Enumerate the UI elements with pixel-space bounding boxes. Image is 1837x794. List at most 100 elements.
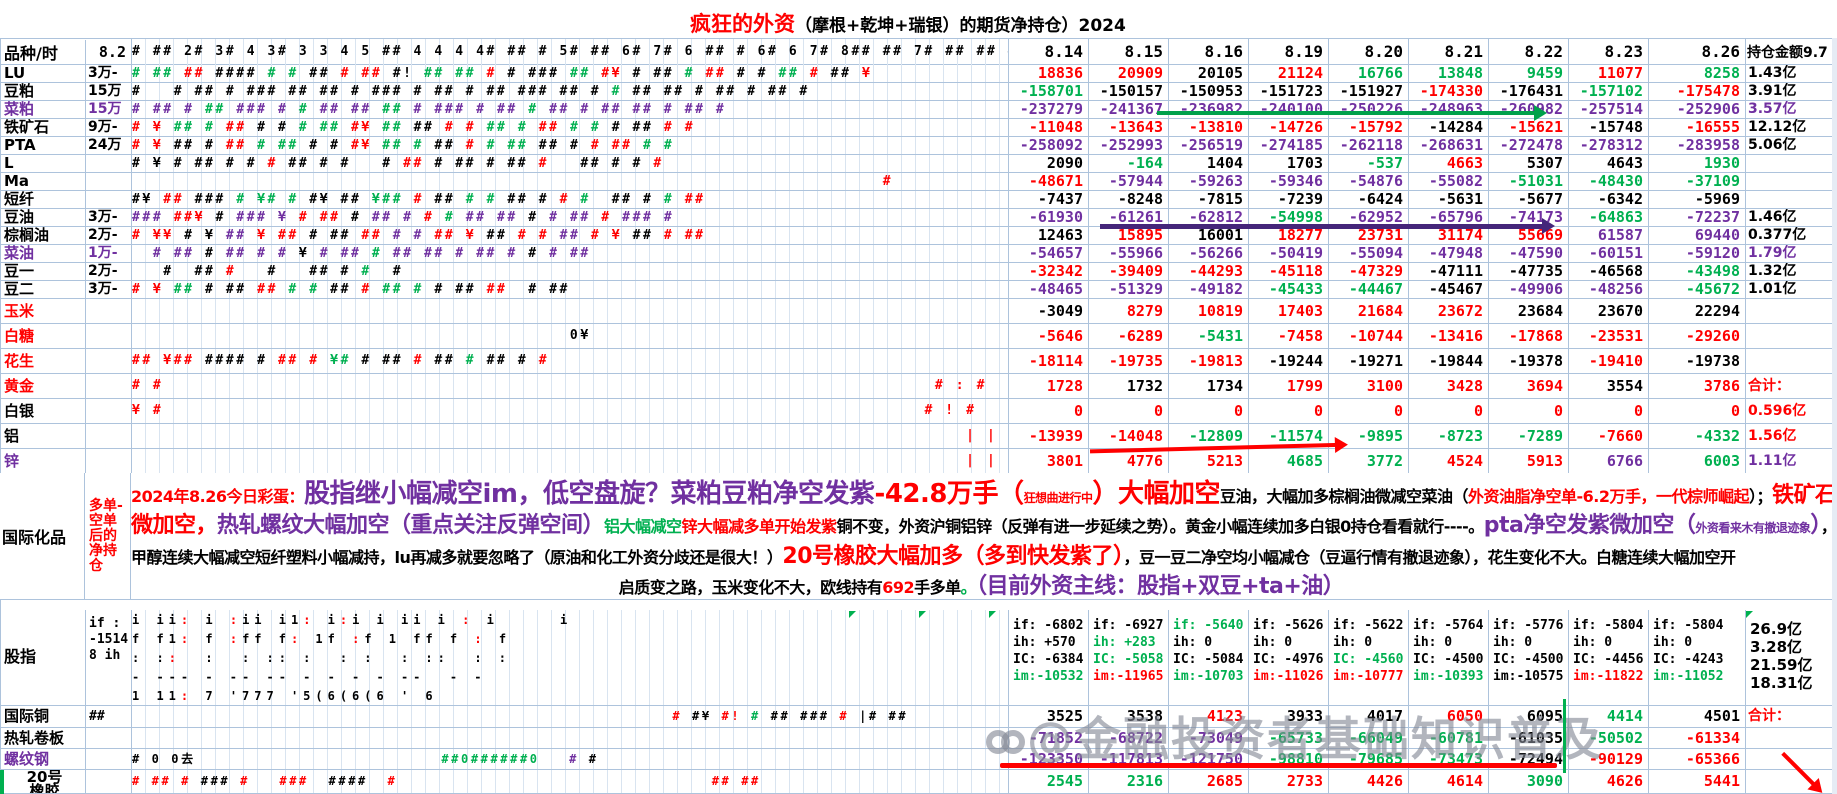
value-cell[interactable]: 12463 <box>1009 227 1089 244</box>
value-cell[interactable]: -73049 <box>1169 728 1249 748</box>
value-cell[interactable]: -19271 <box>1329 349 1409 373</box>
row-label[interactable]: 黄金 <box>1 374 86 398</box>
value-cell[interactable]: -23531 <box>1569 324 1649 348</box>
amount-cell[interactable]: 1.11亿 <box>1746 449 1833 473</box>
amount-cell[interactable] <box>1746 324 1833 348</box>
value-cell[interactable]: 0 <box>1569 399 1649 423</box>
value-cell[interactable]: -65366 <box>1649 749 1746 769</box>
value-cell[interactable]: -45467 <box>1409 281 1489 298</box>
value-cell[interactable]: -5969 <box>1649 191 1746 208</box>
value-cell[interactable]: -64863 <box>1569 209 1649 226</box>
index-cell[interactable]: if: -5622 ih: 0 IC: -4560 im:-10777 <box>1329 610 1409 705</box>
amount-cell[interactable]: 1.32亿 <box>1746 263 1833 280</box>
amount-cell[interactable] <box>1746 299 1833 323</box>
value-cell[interactable]: -14048 <box>1089 424 1169 448</box>
value-cell[interactable]: 2685 <box>1169 770 1249 793</box>
date-header[interactable]: 8.15 <box>1089 38 1169 65</box>
date-header[interactable]: 8.16 <box>1169 38 1249 65</box>
date-header[interactable]: 8.22 <box>1489 38 1569 65</box>
value-cell[interactable]: 4614 <box>1409 770 1489 793</box>
value-cell[interactable]: 3090 <box>1489 770 1569 793</box>
value-cell[interactable]: 4414 <box>1569 706 1649 727</box>
value-cell[interactable]: 3801 <box>1009 449 1089 473</box>
value-cell[interactable]: -44467 <box>1329 281 1409 298</box>
col-b-header[interactable]: 8.2 <box>86 38 132 65</box>
value-cell[interactable]: -15621 <box>1489 119 1569 136</box>
value-cell[interactable]: -252906 <box>1649 101 1746 118</box>
value-cell[interactable]: 4626 <box>1569 770 1649 793</box>
value-cell[interactable]: -4332 <box>1649 424 1746 448</box>
row-label[interactable]: 铝 <box>1 424 86 448</box>
value-cell[interactable]: -32342 <box>1009 263 1089 280</box>
value-cell[interactable]: -14726 <box>1249 119 1329 136</box>
value-cell[interactable]: -257514 <box>1569 101 1649 118</box>
value-cell[interactable]: -48465 <box>1009 281 1089 298</box>
value-cell[interactable]: -237279 <box>1009 101 1089 118</box>
value-cell[interactable]: 6766 <box>1569 449 1649 473</box>
row-label[interactable]: 豆一 <box>1 263 86 280</box>
index-cell[interactable]: if: -5776 ih: 0 IC: -4500 im:-10575 <box>1489 610 1569 705</box>
value-cell[interactable]: -537 <box>1329 155 1409 172</box>
col-b-cell[interactable] <box>86 155 132 172</box>
value-cell[interactable]: -65796 <box>1409 209 1489 226</box>
index-cell[interactable]: if: -5764 ih: 0 IC: -4500 im:-10393 <box>1409 610 1489 705</box>
value-cell[interactable]: -6424 <box>1329 191 1409 208</box>
value-cell[interactable]: -54657 <box>1009 245 1089 262</box>
value-cell[interactable]: 0 <box>1089 399 1169 423</box>
value-cell[interactable]: -258092 <box>1009 137 1089 154</box>
value-cell[interactable]: -272478 <box>1489 137 1569 154</box>
amount-cell[interactable]: 0.596亿 <box>1746 399 1833 423</box>
value-cell[interactable]: 8258 <box>1649 65 1746 82</box>
value-cell[interactable]: -29260 <box>1649 324 1746 348</box>
value-cell[interactable]: 6003 <box>1649 449 1746 473</box>
value-cell[interactable]: -15748 <box>1569 119 1649 136</box>
value-cell[interactable]: -7815 <box>1169 191 1249 208</box>
col-b-cell[interactable]: 9万- <box>86 119 132 136</box>
value-cell[interactable]: -19410 <box>1569 349 1649 373</box>
col-b-cell[interactable] <box>86 728 132 748</box>
amount-cell[interactable]: 5.06亿 <box>1746 137 1833 154</box>
value-cell[interactable]: 4776 <box>1089 449 1169 473</box>
value-cell[interactable]: -150953 <box>1169 83 1249 100</box>
value-cell[interactable]: 5913 <box>1489 449 1569 473</box>
value-cell[interactable]: 1703 <box>1249 155 1329 172</box>
col-b-cell[interactable] <box>86 399 132 423</box>
amount-header[interactable]: 持仓金额9.7 <box>1746 41 1833 62</box>
amount-cell[interactable]: 0.377亿 <box>1746 227 1833 244</box>
value-cell[interactable]: -19844 <box>1409 349 1489 373</box>
value-cell[interactable]: -54876 <box>1329 173 1409 190</box>
value-cell[interactable]: -39409 <box>1089 263 1169 280</box>
col-b-cell[interactable] <box>86 191 132 208</box>
value-cell[interactable]: -11574 <box>1249 424 1329 448</box>
value-cell[interactable]: -158701 <box>1009 83 1089 100</box>
value-cell[interactable]: -283958 <box>1649 137 1746 154</box>
value-cell[interactable]: -13810 <box>1169 119 1249 136</box>
value-cell[interactable]: -51329 <box>1089 281 1169 298</box>
value-cell[interactable]: 15895 <box>1089 227 1169 244</box>
value-cell[interactable]: 23731 <box>1329 227 1409 244</box>
value-cell[interactable]: 4501 <box>1649 706 1746 727</box>
amount-cell[interactable]: 1.01亿 <box>1746 281 1833 298</box>
value-cell[interactable]: -57944 <box>1089 173 1169 190</box>
value-cell[interactable]: 2545 <box>1009 770 1089 793</box>
value-cell[interactable]: -5677 <box>1489 191 1569 208</box>
value-cell[interactable]: -55094 <box>1329 245 1409 262</box>
corner-header[interactable]: 品种/时 <box>1 39 86 64</box>
amount-cell[interactable]: 合计： <box>1746 374 1833 398</box>
col-b-cell[interactable]: 2万- <box>86 227 132 244</box>
value-cell[interactable]: -175478 <box>1649 83 1746 100</box>
value-cell[interactable]: 3786 <box>1649 374 1746 398</box>
value-cell[interactable]: -7437 <box>1009 191 1089 208</box>
value-cell[interactable]: 61587 <box>1569 227 1649 244</box>
col-b-cell[interactable] <box>86 749 132 769</box>
value-cell[interactable]: 0 <box>1169 399 1249 423</box>
value-cell[interactable]: 5307 <box>1489 155 1569 172</box>
value-cell[interactable]: -15792 <box>1329 119 1409 136</box>
value-cell[interactable]: -51031 <box>1489 173 1569 190</box>
row-label[interactable]: 白银 <box>1 399 86 423</box>
value-cell[interactable]: 1930 <box>1649 155 1746 172</box>
value-cell[interactable]: -6289 <box>1089 324 1169 348</box>
value-cell[interactable]: -59263 <box>1169 173 1249 190</box>
value-cell[interactable]: -5646 <box>1009 324 1089 348</box>
value-cell[interactable]: -71852 <box>1009 728 1089 748</box>
